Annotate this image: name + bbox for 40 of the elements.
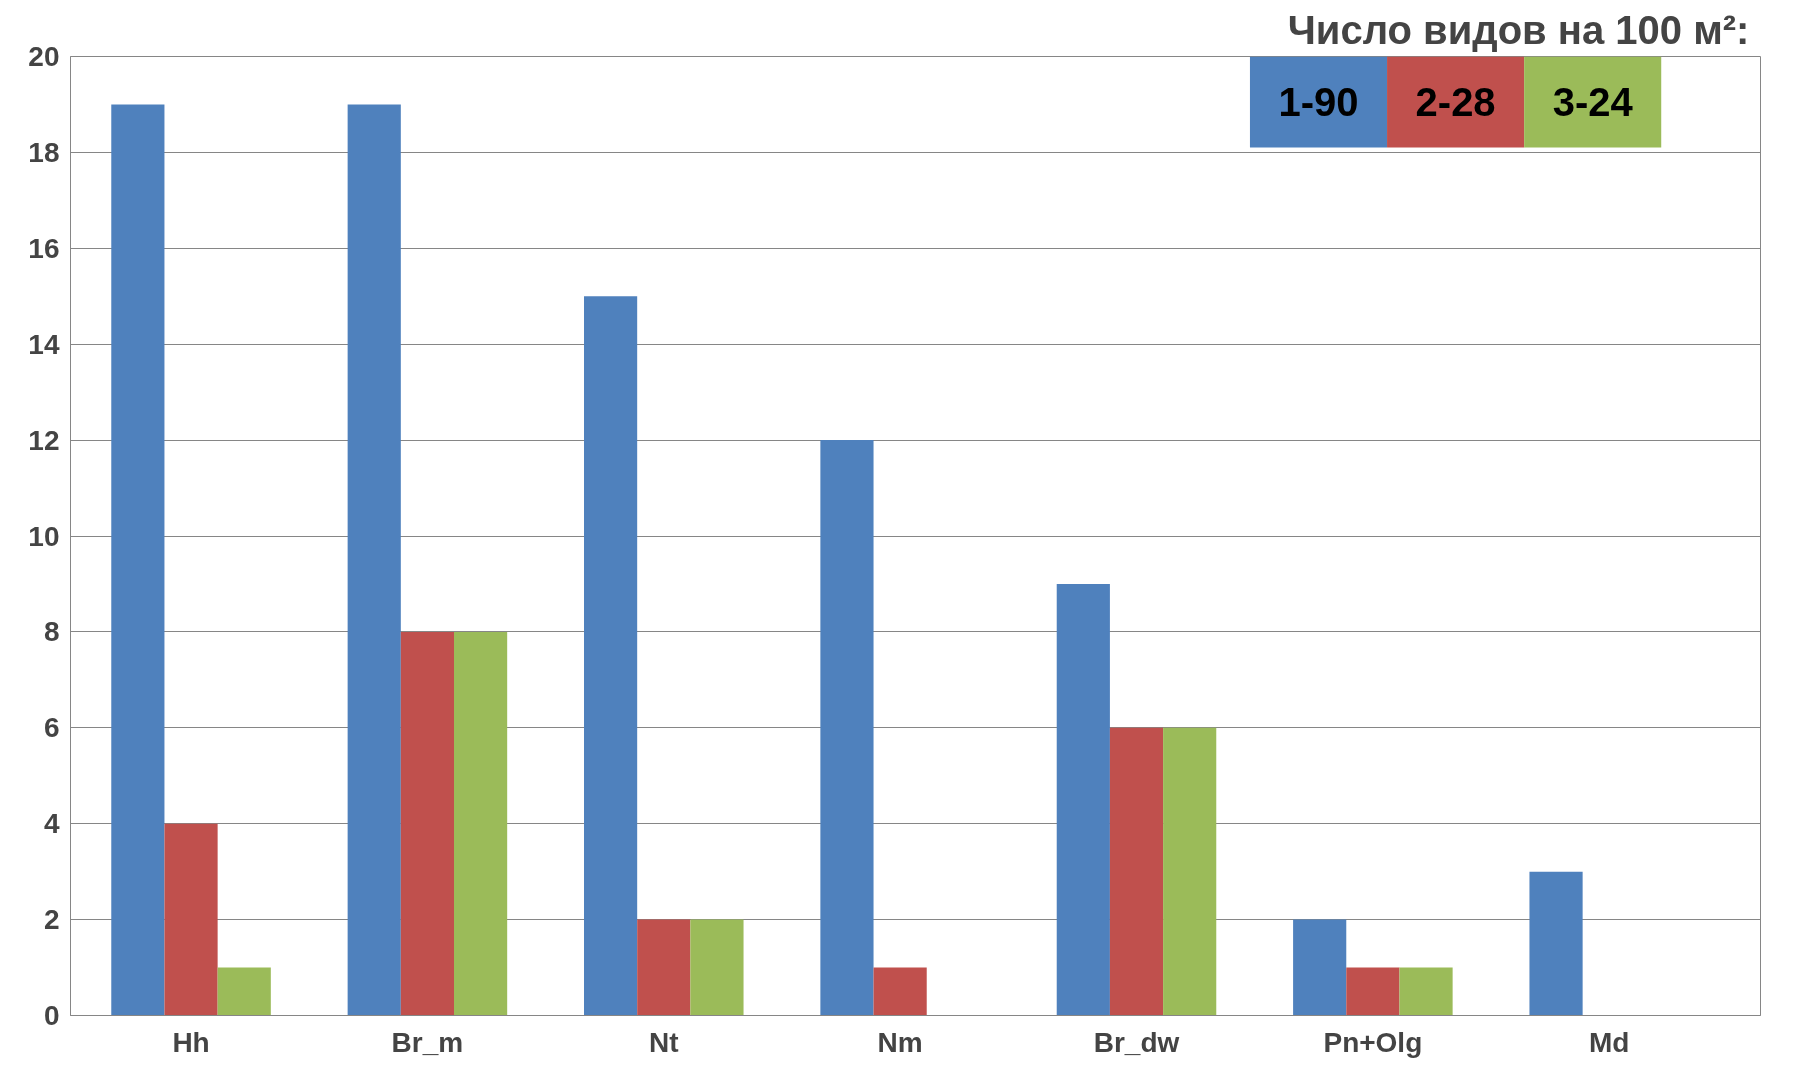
bar [1399,967,1453,1016]
x-tick-label: Md [1589,1026,1630,1058]
bar [347,104,401,1016]
y-tick-label: 8 [43,616,60,648]
x-tick-label: Hh [172,1026,210,1058]
text: 2-28 [1415,80,1496,125]
bar [1293,919,1347,1016]
x-tick-label: Br_dw [1093,1026,1180,1058]
y-tick-label: 12 [28,424,60,456]
y-tick-label: 14 [28,328,60,360]
y-tick-label: 18 [28,136,60,168]
bar [164,823,218,1016]
bar [1056,583,1110,1016]
bar [217,967,271,1016]
bar [1529,871,1583,1016]
bar [111,104,165,1016]
y-tick-label: 4 [43,808,60,840]
bar [1346,967,1400,1016]
bar [400,631,454,1016]
legend-title: Число видов на 100 м²: [1287,7,1750,52]
x-tick-label: Nm [877,1026,923,1058]
bar [873,967,927,1016]
x-tick-label: Pn+Olg [1323,1026,1423,1058]
bar [1109,727,1164,1016]
y-tick-label: 6 [43,712,60,744]
bar [584,296,638,1016]
bar [820,440,874,1016]
y-tick-label: 2 [43,904,60,936]
y-tick-label: 16 [28,232,60,264]
text: 3-24 [1552,80,1634,125]
bar [637,919,691,1016]
x-tick-label: Br_m [391,1026,464,1058]
bar [690,919,744,1016]
bar [454,631,508,1016]
bar [1163,727,1217,1016]
y-tick-label: 10 [28,520,60,552]
y-tick-label: 0 [43,1000,60,1031]
y-tick-label: 20 [28,41,60,72]
x-tick-label: Nt [649,1026,679,1058]
text: 1-90 [1278,80,1359,125]
